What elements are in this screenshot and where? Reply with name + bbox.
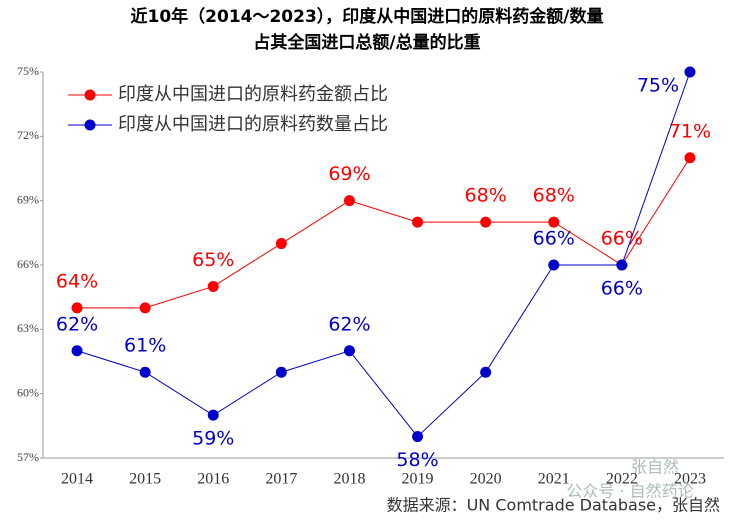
data-label: 62% <box>56 313 98 335</box>
legend-label: 印度从中国进口的原料药金额占比 <box>118 84 388 105</box>
data-point <box>616 259 628 271</box>
data-label: 66% <box>533 228 575 250</box>
x-tick-label: 2023 <box>674 471 706 488</box>
data-point <box>684 66 696 78</box>
data-point <box>207 280 219 292</box>
y-tick-label: 72% <box>17 128 39 142</box>
y-tick-label: 63% <box>17 321 39 335</box>
x-tick-label: 2016 <box>197 471 229 488</box>
watermark: 张自然 <box>631 458 679 477</box>
x-tick-label: 2022 <box>606 471 638 488</box>
data-point <box>139 366 151 378</box>
data-label: 64% <box>56 270 98 292</box>
data-label: 58% <box>396 449 438 471</box>
x-tick-label: 2015 <box>129 471 161 488</box>
y-tick-label: 60% <box>17 385 39 399</box>
y-tick-label: 69% <box>17 192 39 206</box>
data-point <box>480 216 492 228</box>
data-point <box>412 431 424 443</box>
data-label: 75% <box>637 75 679 97</box>
data-label: 66% <box>601 278 643 300</box>
series-line <box>77 157 691 309</box>
data-point <box>548 216 560 228</box>
x-tick-label: 2020 <box>470 471 502 488</box>
data-point <box>275 238 287 250</box>
data-point <box>343 195 355 207</box>
data-point <box>71 345 83 357</box>
data-label: 61% <box>124 335 166 357</box>
data-label: 69% <box>328 163 370 185</box>
y-tick-label: 75% <box>17 64 39 78</box>
x-tick-label: 2018 <box>333 471 365 488</box>
data-label: 68% <box>533 185 575 207</box>
data-point <box>412 216 424 228</box>
data-point <box>480 366 492 378</box>
data-point <box>343 345 355 357</box>
data-label: 68% <box>465 185 507 207</box>
legend-marker <box>84 89 96 101</box>
x-tick-label: 2019 <box>402 471 434 488</box>
data-label: 71% <box>669 120 711 142</box>
data-point <box>275 366 287 378</box>
y-tick-label: 57% <box>17 450 39 464</box>
x-tick-label: 2021 <box>538 471 570 488</box>
data-label: 66% <box>601 228 643 250</box>
legend-marker <box>84 119 96 131</box>
data-label: 65% <box>192 249 234 271</box>
y-tick-label: 66% <box>17 257 39 271</box>
data-point <box>139 302 151 314</box>
data-label: 62% <box>328 313 370 335</box>
series-line <box>76 71 691 438</box>
data-point <box>548 259 560 271</box>
chart-title: 近10年（2014～2023），印度从中国进口的原料药金额/数量 <box>131 6 604 27</box>
x-tick-label: 2014 <box>61 471 93 488</box>
watermark: 公众号 · 自然药论 <box>566 482 693 501</box>
chart-subtitle: 占其全国进口总额/总量的比重 <box>253 32 480 53</box>
data-point <box>684 152 696 164</box>
x-tick-label: 2017 <box>265 471 297 488</box>
data-label: 59% <box>192 428 234 450</box>
data-point <box>207 409 219 421</box>
source: 数据来源：UN Comtrade Database，张自然 <box>387 496 720 515</box>
data-point <box>71 302 83 314</box>
legend-label: 印度从中国进口的原料药数量占比 <box>118 114 388 135</box>
